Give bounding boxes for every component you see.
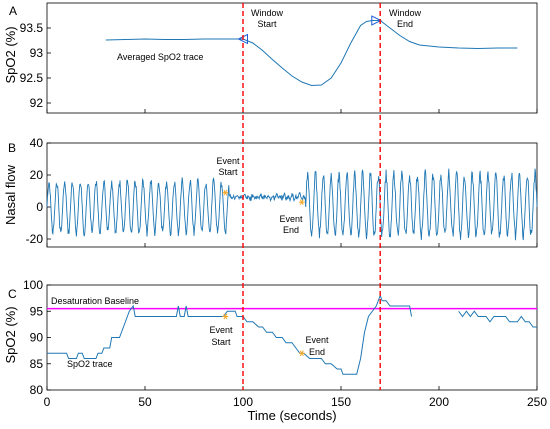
window-lines: [242, 3, 381, 390]
panel-a-ylabel: SpO2 (%): [3, 26, 18, 83]
ytick-label: 100: [23, 278, 43, 292]
panel-c-event-end-line2: End: [309, 347, 325, 357]
xtick-label: 100: [233, 395, 253, 409]
ytick-label: 95: [30, 304, 44, 318]
xtick-label: 50: [138, 395, 152, 409]
desaturation-baseline-label: Desaturation Baseline: [51, 296, 139, 306]
panel-a-letter: A: [9, 4, 17, 18]
panel-c-plot: [47, 294, 537, 375]
panel-a: A SpO2 (%) 92 92.5 93 93.5 Averaged SpO2 tr…: [3, 2, 538, 114]
panel-b-event-start-line2: Start: [218, 167, 238, 177]
panel-c-event-start-marker: [222, 313, 229, 320]
ytick-label: 80: [30, 383, 44, 397]
ytick-label: 40: [30, 136, 44, 150]
panel-b-event-start-line1: Event: [216, 156, 240, 166]
x-axis-label: Time (seconds): [247, 408, 336, 423]
spo2-trace-line: [47, 294, 413, 375]
averaged-spo2-annotation: Averaged SpO2 trace: [117, 52, 203, 62]
panel-c-event-start-line1: Event: [209, 325, 233, 335]
ytick-label: 90: [30, 331, 44, 345]
panel-b-yticks: -20 0 20 40: [26, 136, 51, 246]
panel-a-axes-box: [46, 2, 538, 114]
panel-c-event-start-line2: Start: [211, 337, 231, 347]
panel-c-yticks: 80 85 90 95 100: [23, 278, 51, 397]
xtick-label: 0: [44, 395, 51, 409]
window-end-label-line1: Window: [389, 8, 422, 18]
ytick-label: 93: [30, 46, 44, 60]
window-end-label-line2: End: [397, 19, 413, 29]
window-start-label-line1: Window: [251, 8, 284, 18]
panel-b-event-start-marker: [222, 189, 229, 196]
panel-b-letter: B: [8, 141, 16, 155]
panel-c-event-end-marker: [298, 350, 305, 357]
panel-b-plot: [46, 168, 538, 241]
averaged-spo2-line: [105, 20, 518, 87]
panel-b-event-end-line2: End: [283, 225, 299, 235]
window-end-marker: [371, 15, 382, 26]
spo2-trace-line-continued: [458, 310, 537, 328]
spo2-trace-annotation: SpO2 trace: [67, 359, 113, 369]
panel-b-event-end-marker: [298, 199, 305, 206]
xtick-label: 150: [331, 395, 351, 409]
panel-a-yticks: 92 92.5 93 93.5: [20, 21, 51, 110]
ytick-label: 85: [30, 357, 44, 371]
nasal-flow-line: [46, 168, 538, 241]
panel-b-ylabel: Nasal flow: [3, 164, 18, 225]
ytick-label: 20: [30, 168, 44, 182]
ytick-label: 93.5: [20, 21, 44, 35]
ytick-label: -20: [26, 232, 44, 246]
xtick-label: 250: [527, 395, 547, 409]
panel-c-letter: C: [8, 287, 17, 301]
x-ticks: 0 50 100 150 200 250: [44, 109, 547, 409]
panel-a-plot: [105, 15, 518, 87]
ytick-label: 92.5: [20, 71, 44, 85]
panel-c-event-end-line1: Event: [305, 335, 329, 345]
ytick-label: 0: [36, 200, 43, 214]
panel-b-event-end-line1: Event: [279, 214, 303, 224]
window-start-label-line2: Start: [257, 19, 277, 29]
panel-c: C SpO2 (%) 80 85 90 95 100 Desaturation Base…: [3, 278, 538, 397]
panel-c-ylabel: SpO2 (%): [3, 306, 18, 363]
ytick-label: 92: [30, 96, 44, 110]
xtick-label: 200: [429, 395, 449, 409]
